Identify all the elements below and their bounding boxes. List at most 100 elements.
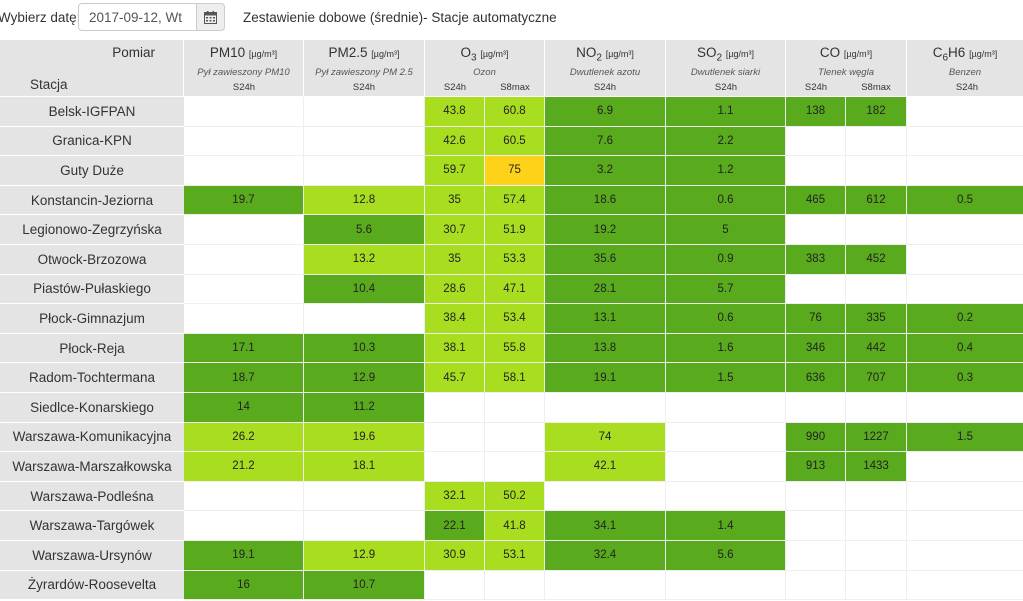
column-name: O3 [µg/m³] xyxy=(425,45,544,63)
table-row: Żyrardów-Roosevelta 16 10.7 xyxy=(0,570,1023,601)
table-cell: 7.6 xyxy=(545,126,666,157)
table-cell: 19.7 xyxy=(184,185,304,216)
table-cell xyxy=(425,570,485,601)
station-name: Belsk-IGFPAN xyxy=(0,97,184,127)
column-unit: [µg/m³] xyxy=(725,49,755,59)
column-header-3: NO2 [µg/m³] Dwutlenek azotu S24h xyxy=(545,40,666,96)
table-cell xyxy=(304,97,425,127)
column-unit: [µg/m³] xyxy=(480,49,509,59)
table-cell: 0.4 xyxy=(907,333,1023,364)
table-cell: 34.1 xyxy=(545,511,666,541)
table-cell: 75 xyxy=(485,156,545,186)
table-cell xyxy=(846,481,907,512)
toolbar: Wybierz datę: Zestawienie dobowe (średni… xyxy=(0,0,1023,38)
table-cell xyxy=(304,156,425,186)
station-name: Piastów-Pułaskiego xyxy=(0,274,184,305)
column-name: PM10 [µg/m³] xyxy=(184,45,303,60)
table-cell: 346 xyxy=(786,333,846,364)
column-name-main: C xyxy=(932,45,943,60)
table-cell: 19.6 xyxy=(304,422,425,453)
column-unit: [µg/m³] xyxy=(605,49,634,59)
table-cell: 41.8 xyxy=(485,511,545,541)
pomiar-label: Pomiar xyxy=(112,45,155,60)
table-cell xyxy=(425,452,485,482)
table-cell: 10.7 xyxy=(304,570,425,601)
table-cell: 1.5 xyxy=(907,422,1023,453)
table-cell xyxy=(846,274,907,305)
table-row: Radom-Tochtermana 18.7 12.9 45.7 58.1 19.1 1.5… xyxy=(0,363,1023,393)
column-subheader: S24h xyxy=(232,82,256,93)
table-cell: 32.4 xyxy=(545,541,666,571)
table-cell xyxy=(545,570,666,601)
table-cell: 74 xyxy=(545,422,666,453)
table-cell xyxy=(786,215,846,245)
table-cell: 5.7 xyxy=(666,274,786,305)
column-description: Dwutlenek siarki xyxy=(690,67,761,78)
table-cell xyxy=(846,156,907,186)
table-cell: 1227 xyxy=(846,422,907,453)
table-cell xyxy=(485,570,545,601)
date-input[interactable] xyxy=(78,3,197,31)
table-cell xyxy=(907,97,1023,127)
table-cell: 21.2 xyxy=(184,452,304,482)
column-unit: [µg/m³] xyxy=(371,49,400,59)
table-cell xyxy=(184,97,304,127)
table-cell xyxy=(666,481,786,512)
table-cell xyxy=(184,215,304,245)
table-cell: 12.8 xyxy=(304,185,425,216)
table-cell: 76 xyxy=(786,304,846,334)
column-name-main: NO xyxy=(576,45,597,60)
column-name-main: O xyxy=(460,45,471,60)
table-cell xyxy=(846,215,907,245)
table-cell: 55.8 xyxy=(485,333,545,364)
column-description: Benzen xyxy=(948,67,982,78)
table-cell: 53.3 xyxy=(485,245,545,275)
table-cell: 19.2 xyxy=(545,215,666,245)
table-cell: 28.1 xyxy=(545,274,666,305)
table-cell: 12.9 xyxy=(304,541,425,571)
station-name: Płock-Gimnazjum xyxy=(0,304,184,334)
table-cell: 5.6 xyxy=(666,541,786,571)
table-cell: 57.4 xyxy=(485,185,545,216)
station-name: Warszawa-Komunikacyjna xyxy=(0,422,184,453)
column-description: Pył zawieszony PM10 xyxy=(197,67,290,78)
table-cell xyxy=(545,481,666,512)
table-cell xyxy=(184,304,304,334)
table-cell xyxy=(666,422,786,453)
table-row: Belsk-IGFPAN 43.8 60.8 6.9 1.1 138 182 xyxy=(0,97,1023,127)
table-cell xyxy=(907,127,1023,157)
table-row: Warszawa-Targówek 22.1 41.8 34.1 1.4 xyxy=(0,511,1023,541)
table-row: Warszawa-Podleśna 32.1 50.2 xyxy=(0,481,1023,512)
column-name: CO [µg/m³] xyxy=(786,45,906,60)
table-cell: 0.3 xyxy=(907,363,1023,393)
column-subheader: S24h xyxy=(443,82,467,93)
table-cell xyxy=(846,126,907,157)
table-cell xyxy=(184,126,304,157)
table-cell: 138 xyxy=(786,97,846,127)
table-cell: 3.2 xyxy=(545,156,666,186)
table-cell: 32.1 xyxy=(425,481,485,512)
calendar-button[interactable] xyxy=(196,3,225,31)
table-cell xyxy=(907,482,1023,512)
column-name: PM2.5 [µg/m³] xyxy=(304,45,424,60)
table-cell xyxy=(907,541,1023,571)
table-cell: 0.2 xyxy=(907,304,1023,334)
page-title: Zestawienie dobowe (średnie)- Stacje aut… xyxy=(243,10,557,25)
table-cell xyxy=(786,511,846,541)
table-cell: 0.5 xyxy=(907,185,1023,216)
column-subheader: S24h xyxy=(804,82,828,93)
column-name-sub: 3 xyxy=(471,52,477,64)
station-name: Warszawa-Targówek xyxy=(0,511,184,541)
table-cell: 1.4 xyxy=(666,511,786,541)
table-cell: 28.6 xyxy=(425,274,485,305)
table-cell: 0.9 xyxy=(666,245,786,275)
table-row: Guty Duże 59.7 75 3.2 1.2 xyxy=(0,156,1023,186)
table-cell: 59.7 xyxy=(425,156,485,186)
table-cell xyxy=(666,452,786,482)
table-cell: 10.4 xyxy=(304,274,425,305)
table-cell xyxy=(786,393,846,423)
table-cell xyxy=(184,274,304,305)
column-name: NO2 [µg/m³] xyxy=(545,45,665,63)
column-name-rest: H6 xyxy=(948,45,966,60)
table-cell: 913 xyxy=(786,452,846,482)
